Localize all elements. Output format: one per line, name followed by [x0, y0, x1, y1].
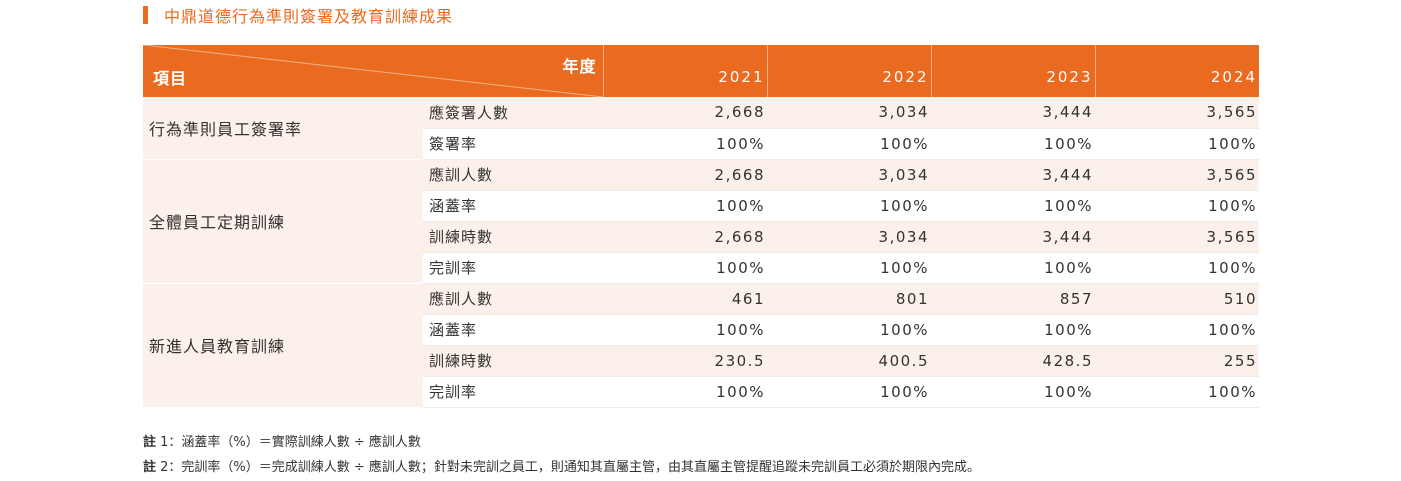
cell-value: 3,034 — [767, 159, 931, 191]
diagonal-divider — [143, 45, 603, 97]
row-label: 應訓人數 — [423, 283, 603, 315]
table-row: 訓練時數 230.5 400.5 428.5 255 — [143, 345, 1259, 377]
cell-value: 100% — [767, 376, 931, 408]
group-label-code-signing: 行為準則員工簽署率 — [143, 97, 423, 160]
page-title: 中鼎道德行為準則簽署及教育訓練成果 — [164, 7, 454, 26]
cell-value: 2,668 — [603, 159, 767, 191]
cell-value: 100% — [931, 190, 1095, 222]
results-table: 年度 項目 2021 2022 2023 2024 行為準則員工簽署率 應簽署人… — [143, 45, 1259, 408]
row-label: 訓練時數 — [423, 221, 603, 253]
cell-value: 3,444 — [931, 97, 1095, 129]
cell-value: 801 — [767, 283, 931, 315]
table-row: 涵蓋率 100% 100% 100% 100% — [143, 314, 1259, 346]
section-title: 中鼎道德行為準則簽署及教育訓練成果 — [143, 4, 453, 26]
table-header-row: 年度 項目 2021 2022 2023 2024 — [143, 45, 1259, 97]
cell-value: 100% — [603, 128, 767, 160]
table-row: 訓練時數 2,668 3,034 3,444 3,565 — [143, 221, 1259, 253]
cell-value: 3,034 — [767, 97, 931, 129]
cell-value: 100% — [931, 314, 1095, 346]
row-label: 完訓率 — [423, 376, 603, 408]
year-header-2024: 2024 — [1095, 45, 1259, 97]
cell-value: 230.5 — [603, 345, 767, 377]
cell-value: 461 — [603, 283, 767, 315]
cell-value: 3,565 — [1095, 221, 1259, 253]
row-label: 簽署率 — [423, 128, 603, 160]
footnote-text: 2：完訓率（%）＝完成訓練人數 ÷ 應訓人數；針對未完訓之員工，則通知其直屬主管… — [160, 460, 980, 475]
cell-value: 100% — [767, 252, 931, 284]
row-label: 涵蓋率 — [423, 314, 603, 346]
cell-value: 100% — [767, 128, 931, 160]
cell-value: 3,034 — [767, 221, 931, 253]
row-label: 涵蓋率 — [423, 190, 603, 222]
cell-value: 3,565 — [1095, 97, 1259, 129]
row-label: 完訓率 — [423, 252, 603, 284]
table-row: 簽署率 100% 100% 100% 100% — [143, 128, 1259, 160]
table-row: 涵蓋率 100% 100% 100% 100% — [143, 190, 1259, 222]
footnote-1: 註 1：涵蓋率（%）＝實際訓練人數 ÷ 應訓人數 — [143, 430, 980, 455]
footnote-2: 註 2：完訓率（%）＝完成訓練人數 ÷ 應訓人數；針對未完訓之員工，則通知其直屬… — [143, 455, 980, 480]
cell-value: 100% — [767, 190, 931, 222]
footnote-label: 註 — [143, 460, 157, 475]
cell-value: 100% — [603, 190, 767, 222]
cell-value: 428.5 — [931, 345, 1095, 377]
table-row: 完訓率 100% 100% 100% 100% — [143, 252, 1259, 284]
cell-value: 2,668 — [603, 97, 767, 129]
table-row: 完訓率 100% 100% 100% 100% — [143, 376, 1259, 408]
row-label: 訓練時數 — [423, 345, 603, 377]
footnotes: 註 1：涵蓋率（%）＝實際訓練人數 ÷ 應訓人數 註 2：完訓率（%）＝完成訓練… — [143, 430, 980, 480]
table-row: 新進人員教育訓練 應訓人數 461 801 857 510 — [143, 283, 1259, 408]
cell-value: 255 — [1095, 345, 1259, 377]
cell-value: 400.5 — [767, 345, 931, 377]
cell-value: 100% — [603, 314, 767, 346]
year-header-2021: 2021 — [603, 45, 768, 97]
table-row: 全體員工定期訓練 應訓人數 2,668 3,034 3,444 3,565 — [143, 159, 1259, 284]
group-label-regular-training: 全體員工定期訓練 — [143, 159, 423, 284]
cell-value: 100% — [1095, 190, 1259, 222]
cell-value: 3,444 — [931, 221, 1095, 253]
cell-value: 100% — [1095, 314, 1259, 346]
year-header-label: 年度 — [562, 57, 597, 76]
group-label-new-hire-training: 新進人員教育訓練 — [143, 283, 423, 408]
corner-header-cell: 年度 項目 — [143, 45, 604, 97]
item-header-label: 項目 — [153, 69, 188, 88]
cell-value: 510 — [1095, 283, 1259, 315]
year-header-2022: 2022 — [767, 45, 932, 97]
footnote-text: 1：涵蓋率（%）＝實際訓練人數 ÷ 應訓人數 — [160, 435, 421, 450]
cell-value: 857 — [931, 283, 1095, 315]
row-label: 應訓人數 — [423, 159, 603, 191]
cell-value: 100% — [1095, 252, 1259, 284]
cell-value: 100% — [931, 128, 1095, 160]
year-header-2023: 2023 — [931, 45, 1096, 97]
cell-value: 3,565 — [1095, 159, 1259, 191]
cell-value: 100% — [603, 376, 767, 408]
cell-value: 100% — [931, 252, 1095, 284]
footnote-label: 註 — [143, 435, 157, 450]
cell-value: 100% — [767, 314, 931, 346]
row-label: 應簽署人數 — [423, 97, 603, 129]
cell-value: 3,444 — [931, 159, 1095, 191]
cell-value: 100% — [1095, 128, 1259, 160]
cell-value: 100% — [603, 252, 767, 284]
cell-value: 100% — [931, 376, 1095, 408]
title-accent-bar — [143, 6, 148, 24]
cell-value: 100% — [1095, 376, 1259, 408]
table-row: 行為準則員工簽署率 應簽署人數 2,668 3,034 3,444 3,565 — [143, 97, 1259, 160]
cell-value: 2,668 — [603, 221, 767, 253]
